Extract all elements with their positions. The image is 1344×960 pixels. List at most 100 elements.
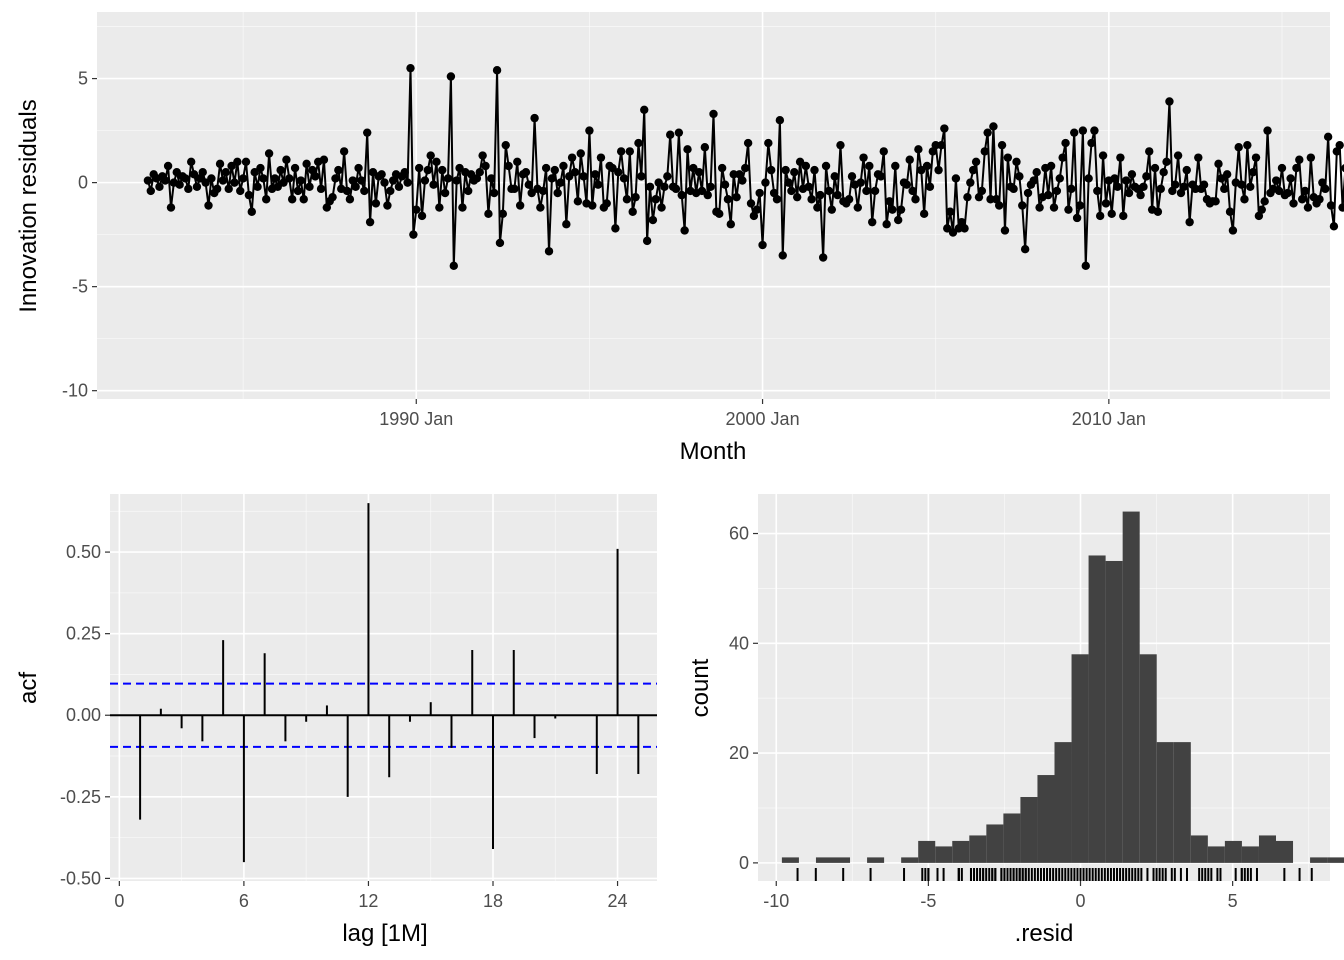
- residual-point: [634, 138, 643, 148]
- histogram-x-tick-label: -10: [763, 891, 789, 911]
- residual-point: [186, 157, 196, 167]
- residual-point: [1009, 184, 1018, 194]
- time-plot-y-title: Innovation residuals: [15, 99, 42, 312]
- residual-point: [989, 122, 998, 131]
- residual-point: [417, 211, 427, 221]
- residual-point: [700, 143, 710, 152]
- residual-point: [937, 140, 946, 150]
- residual-point: [1237, 180, 1246, 189]
- residual-point: [723, 195, 733, 204]
- residual-point: [383, 201, 392, 210]
- residual-point: [316, 184, 326, 194]
- residual-point: [767, 165, 776, 175]
- residual-point: [810, 165, 819, 175]
- histogram-bar: [1156, 742, 1174, 863]
- time-plot-axes: -10 -5 0 5 1990 Jan 2000 Jan 2010 Jan: [62, 69, 1146, 429]
- residual-point: [735, 170, 744, 179]
- residual-point: [1093, 186, 1102, 196]
- residual-point: [816, 190, 825, 200]
- time-plot-y-tick-label: -10: [62, 381, 88, 401]
- residual-point: [1107, 209, 1116, 219]
- residual-point: [694, 168, 704, 177]
- residual-point: [363, 128, 372, 137]
- residual-point: [247, 207, 256, 216]
- residual-point: [1012, 157, 1021, 167]
- residual-point: [1303, 203, 1313, 212]
- residual-point: [1000, 226, 1010, 235]
- residual-line: [146, 67, 1344, 267]
- residual-point: [1323, 132, 1333, 142]
- residual-point: [628, 207, 637, 216]
- residual-point: [1179, 182, 1189, 191]
- residual-point: [492, 66, 502, 75]
- residual-point: [1283, 188, 1292, 198]
- time-plot-series: [143, 63, 1344, 271]
- residual-point: [637, 172, 646, 181]
- residual-point: [732, 192, 741, 202]
- residual-point: [1318, 178, 1327, 187]
- residual-point: [1156, 184, 1165, 194]
- residual-point: [963, 192, 972, 202]
- residual-point: [859, 153, 868, 162]
- residual-point: [969, 165, 978, 175]
- histogram-bar: [1310, 857, 1328, 863]
- residual-point: [510, 184, 519, 194]
- residual-point: [865, 161, 874, 171]
- histogram-bar: [1037, 775, 1055, 863]
- residual-point: [663, 172, 672, 181]
- residual-point: [562, 220, 571, 229]
- residual-point: [1274, 186, 1284, 196]
- residual-point: [570, 168, 580, 177]
- histogram-bar: [1139, 654, 1157, 863]
- residual-point: [1139, 182, 1148, 191]
- residual-point: [484, 209, 493, 219]
- residual-point: [293, 186, 303, 196]
- residual-point: [957, 217, 966, 227]
- residual-point: [821, 161, 831, 171]
- residual-point: [593, 180, 603, 189]
- residual-point: [1098, 151, 1108, 160]
- histogram-bar: [1105, 560, 1123, 863]
- residual-point: [1335, 140, 1344, 150]
- residual-point: [1222, 170, 1232, 179]
- residual-point: [853, 203, 862, 212]
- residual-point: [184, 184, 193, 194]
- histogram-bar: [1258, 835, 1276, 863]
- residual-point: [980, 147, 989, 156]
- residual-point: [287, 195, 297, 204]
- residual-point: [290, 163, 300, 173]
- acf-x-tick-label: 6: [239, 891, 249, 911]
- residual-point: [489, 188, 499, 198]
- residual-point: [1295, 155, 1304, 164]
- residual-point: [870, 186, 880, 196]
- residual-point: [1217, 174, 1226, 183]
- residual-point: [749, 211, 759, 221]
- residual-point: [986, 195, 995, 204]
- residual-point: [827, 205, 837, 214]
- residual-point: [1067, 184, 1076, 194]
- residual-point: [631, 192, 640, 202]
- residual-point: [619, 174, 629, 183]
- residual-point: [487, 174, 496, 183]
- residual-point: [1225, 207, 1235, 216]
- residual-point: [1061, 138, 1070, 148]
- residual-point: [778, 251, 787, 260]
- time-plot-x-title: Month: [680, 438, 747, 465]
- histogram-bar: [781, 857, 799, 863]
- time-plot-panel: -10 -5 0 5 1990 Jan 2000 Jan 2010 Jan Month In…: [15, 12, 1344, 465]
- residual-point: [403, 178, 412, 187]
- residual-point: [449, 261, 458, 271]
- residual-point: [539, 186, 548, 196]
- residual-point: [997, 140, 1007, 150]
- acf-y-tick-label: 0.25: [66, 624, 101, 644]
- histogram-bar: [1003, 813, 1021, 863]
- residual-point: [1052, 186, 1062, 196]
- residual-point: [1095, 211, 1105, 221]
- residual-point: [666, 130, 675, 139]
- residual-point: [1046, 161, 1056, 171]
- histogram-bar: [969, 835, 987, 863]
- acf-axes: 0 6 12 18 24 -0.50 -0.25 0.00 0.25 0.50: [60, 542, 628, 911]
- residual-point: [1058, 153, 1067, 162]
- residual-point: [1090, 126, 1099, 135]
- residual-point: [513, 157, 522, 167]
